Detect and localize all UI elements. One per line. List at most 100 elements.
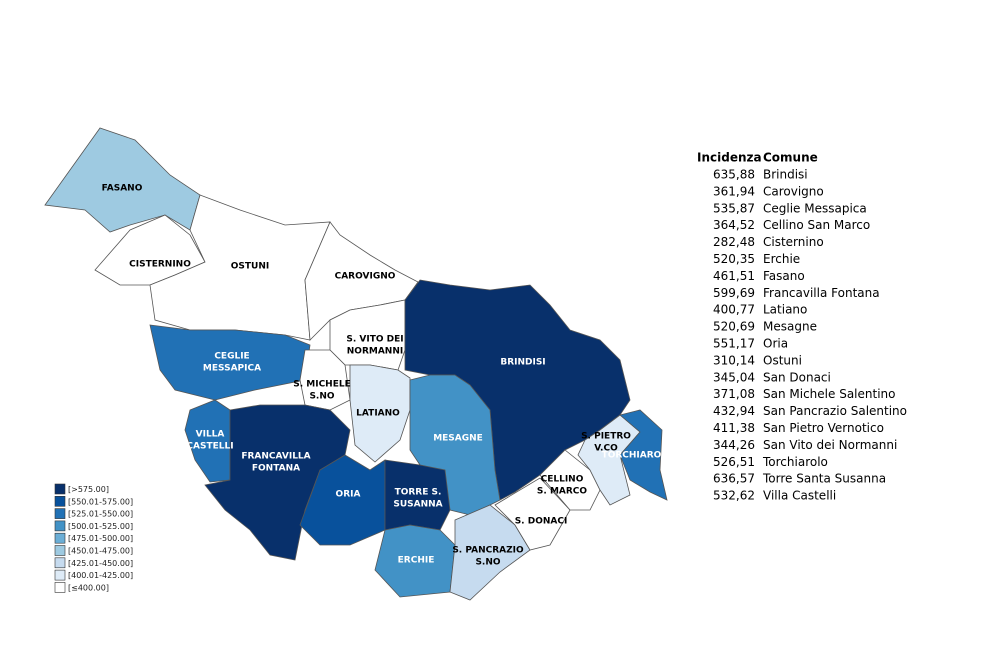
region-label: NORMANNI [347,347,403,357]
table-cell: Mesagne [763,320,817,334]
table-cell: 432,94 [713,404,755,418]
legend-swatch [54,557,66,569]
table-cell: 361,94 [713,184,755,198]
legend-swatch [54,569,66,581]
table-cell: Torre Santa Susanna [762,472,886,486]
region-label: S.NO [309,392,334,402]
table-cell: 371,08 [713,387,755,401]
region-label: S. PANCRAZIO [452,546,524,556]
table-cell: Fasano [763,269,805,283]
region-label: TORCHIAROLO [602,451,675,461]
legend-label: [425.01-450.00] [68,559,133,568]
region-label: BRINDISI [500,358,545,368]
region-label: LATIANO [356,409,400,419]
legend-swatch [54,495,66,507]
legend-swatch [54,532,66,544]
region [349,364,411,463]
table-cell: 599,69 [713,286,755,300]
region-label: S. DONACI [515,517,568,527]
table-cell: 282,48 [713,235,755,249]
table-cell: 636,57 [713,472,755,486]
region-label: S. PIETRO [581,432,631,442]
region [44,127,201,233]
region-label: V.CO [594,444,618,454]
table-cell: 526,51 [713,455,755,469]
region-label: TORRE S. [395,488,442,498]
region-label: MESAGNE [433,434,483,444]
region [149,324,311,401]
legend-label: [≤400.00] [68,583,109,592]
region-label: CASTELLI [186,442,233,452]
region-label: S. MARCO [537,487,587,497]
table-cell: Erchie [763,252,800,266]
table-header: Comune [763,151,818,165]
legend-swatch [54,520,66,532]
region-label: FRANCAVILLA [241,452,310,462]
table-cell: 461,51 [713,269,755,283]
legend-label: [400.01-425.00] [68,571,133,580]
region-label: OSTUNI [231,262,269,272]
region-label: CISTERNINO [129,260,191,270]
table-cell: San Michele Salentino [763,387,895,401]
region-label: S.NO [475,558,500,568]
table-cell: Cellino San Marco [763,218,870,232]
table-cell: 400,77 [713,303,755,317]
region-label: S. MICHELE [293,380,351,390]
table-cell: Francavilla Fontana [763,286,880,300]
region [299,349,351,411]
table-cell: Carovigno [763,184,824,198]
legend-label: [475.01-500.00] [68,534,133,543]
region [299,454,386,546]
region [577,414,641,506]
region-label: ERCHIE [398,556,435,566]
legend-swatch [54,545,66,556]
table-cell: San Vito dei Normanni [763,438,897,452]
legend-swatch [54,582,66,593]
legend-label: [525.01-550.00] [68,510,133,519]
legend-label: [450.01-475.00] [68,547,133,556]
region [449,504,531,601]
table-header: Incidenza [697,151,762,165]
table-cell: 532,62 [713,489,755,503]
region-label: S. VITO DEI [346,335,403,345]
region-label: MESSAPICA [203,364,261,374]
table-cell: 635,88 [713,168,755,182]
table-cell: Ceglie Messapica [763,201,867,215]
region [494,477,571,551]
table-cell: 520,69 [713,320,755,334]
table-cell: Brindisi [763,168,808,182]
region [184,399,231,483]
table-cell: 411,38 [713,421,755,435]
region [619,409,668,501]
legend-swatch [54,483,66,495]
region-label: CELLINO [541,475,584,485]
region-label: FASANO [102,184,143,194]
table-cell: Oria [763,337,788,351]
table-cell: Villa Castelli [763,489,836,503]
table-cell: Cisternino [763,235,824,249]
table-cell: 310,14 [713,353,755,367]
table-cell: San Donaci [763,370,831,384]
region [204,404,351,561]
region-label: VILLA [196,430,225,440]
legend-label: [500.01-525.00] [68,522,133,531]
table-cell: 344,26 [713,438,755,452]
table-cell: Torchiarolo [762,455,828,469]
table-cell: 520,35 [713,252,755,266]
region-label: FONTANA [252,464,300,474]
legend-label: [>575.00] [68,485,109,494]
table-cell: San Pancrazio Salentino [763,404,907,418]
region-label: ORIA [336,490,361,500]
table-cell: Ostuni [763,353,802,367]
table-cell: 551,17 [713,337,755,351]
legend-swatch [54,508,66,519]
table-cell: 535,87 [713,201,755,215]
region-label: SUSANNA [393,500,442,510]
region-label: CEGLIE [214,352,249,362]
table-cell: Latiano [763,303,807,317]
legend-label: [550.01-575.00] [68,497,133,506]
table-cell: 364,52 [713,218,755,232]
region-label: CAROVIGNO [335,272,396,282]
